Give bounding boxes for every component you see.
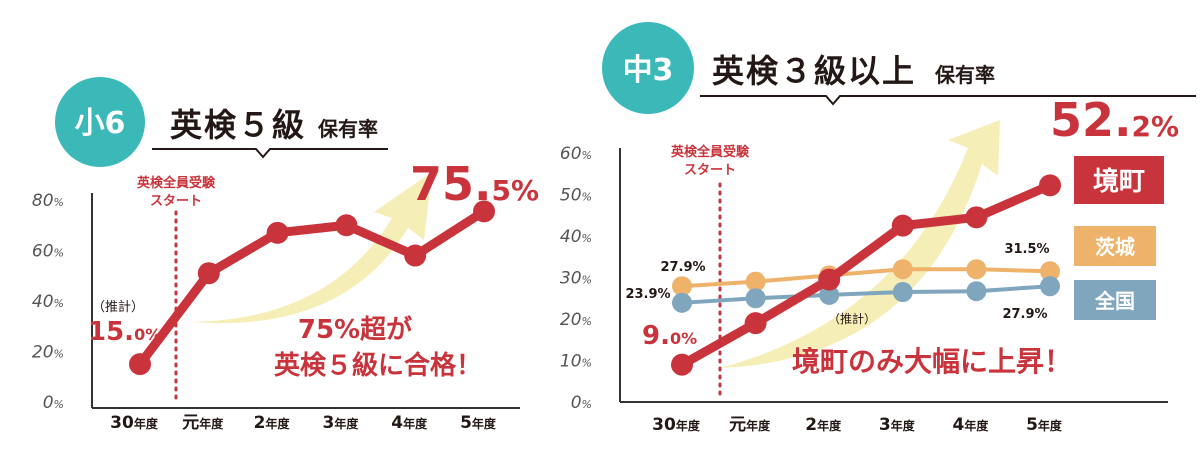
茨城-data-point: [745, 271, 766, 292]
right-xtick-label: 4年度: [952, 415, 989, 435]
ibaraki-first-label: 27.9%: [660, 260, 705, 275]
right-badge-text: 中3: [623, 53, 674, 88]
茨城-data-point: [966, 259, 987, 280]
left-ytick-label: 80%: [32, 191, 64, 211]
right-estimate-note: （推計）: [828, 311, 876, 326]
left-xtick-label: 4年度: [391, 413, 428, 433]
茨城-data-point: [672, 276, 692, 297]
right-ytick-label: 20%: [560, 310, 592, 330]
全国-data-point: [819, 284, 840, 305]
ibaraki-last-label: 31.5%: [1004, 242, 1049, 257]
right-ytick-label: 50%: [560, 186, 592, 206]
right-header-underline: [700, 95, 1196, 106]
legend-national-label: 全国: [1094, 289, 1135, 313]
right-title: 英検３級以上: [712, 52, 916, 90]
全国-data-point: [1040, 276, 1060, 297]
legend-sakai-box: [1074, 156, 1164, 204]
left-title: 英検５級: [170, 106, 306, 144]
right-title-suffix: 保有率: [934, 63, 995, 87]
right-ytick-label: 10%: [560, 352, 592, 372]
全国-data-point: [966, 281, 987, 302]
left-chart: 小6 英検５級 保有率 0% 20% 40% 60% 80% 30年度 元年度 2年度 3年度…: [32, 77, 539, 433]
境町-data-point: [891, 214, 914, 237]
left-marker-label-2: スタート: [150, 194, 202, 209]
left-data-point: [266, 221, 289, 244]
left-data-point: [404, 244, 427, 267]
境町-data-point: [671, 353, 693, 376]
left-xtick-label: 5年度: [460, 413, 497, 433]
left-data-point: [335, 214, 358, 237]
right-ytick-label: 30%: [560, 269, 592, 289]
national-last-label: 27.9%: [1002, 307, 1047, 322]
right-xtick-label: 30年度: [652, 415, 701, 435]
legend-ibaraki-box: [1074, 226, 1156, 266]
left-header-underline: [152, 148, 388, 159]
left-marker-label-1: 英検全員受験: [136, 175, 216, 191]
全国-data-point: [745, 288, 766, 309]
ibaraki-series-line: [681, 267, 1051, 289]
sakai-series-line: [677, 180, 1055, 370]
left-message-line-1: 75%超が: [298, 314, 412, 345]
left-xtick-label: 3年度: [322, 413, 359, 433]
right-growth-arrow: [720, 120, 1000, 368]
right-marker-label-2: スタート: [684, 163, 736, 178]
茨城-data-point: [1040, 261, 1060, 282]
left-data-point: [473, 200, 495, 223]
sakai-last-value: 52.2%: [1050, 93, 1179, 147]
left-ytick-label: 0%: [43, 393, 64, 413]
境町-data-point: [1039, 174, 1061, 197]
茨城-data-point: [892, 259, 913, 280]
left-title-suffix: 保有率: [317, 117, 378, 141]
境町-data-point: [744, 312, 767, 335]
national-series-line: [681, 284, 1051, 305]
right-badge-circle: [602, 22, 694, 114]
left-data-point: [197, 262, 220, 285]
left-first-note: （推計）: [92, 299, 144, 315]
right-ytick-label: 60%: [560, 144, 592, 164]
left-ytick-label: 20%: [32, 343, 64, 363]
right-ytick-label: 40%: [560, 227, 592, 247]
right-xtick-label: 5年度: [1026, 415, 1063, 435]
left-series-line: [135, 206, 489, 369]
left-xtick-label: 30年度: [110, 413, 159, 433]
left-xtick-label: 元年度: [182, 413, 224, 433]
right-message: 境町のみ大幅に上昇！: [792, 345, 1072, 378]
left-first-value: 15.0%: [88, 317, 161, 347]
right-ytick-label: 0%: [571, 393, 592, 413]
left-growth-arrow: [190, 172, 432, 324]
left-badge-text: 小6: [75, 106, 126, 141]
legend-sakai-label: 境町: [1093, 166, 1145, 197]
全国-data-point: [892, 282, 913, 303]
left-data-point: [129, 353, 151, 376]
right-xtick-label: 3年度: [879, 415, 916, 435]
left-last-value: 75.5%: [410, 157, 539, 211]
left-ytick-label: 60%: [32, 242, 64, 262]
left-ytick-label: 40%: [32, 292, 64, 312]
left-message-line-2: 英検５級に合格！: [274, 350, 482, 381]
sakai-first-value: 9.0%: [642, 321, 697, 351]
left-badge-circle: [55, 77, 145, 167]
legend-ibaraki-label: 茨城: [1095, 235, 1135, 259]
境町-data-point: [965, 206, 988, 229]
right-xtick-label: 2年度: [805, 415, 842, 435]
right-marker-label-1: 英検全員受験: [670, 144, 750, 160]
境町-data-point: [818, 268, 841, 291]
right-chart: 中3 英検３級以上 保有率 0% 10% 20% 30% 40% 50% 60% 30年度 元…: [560, 22, 1196, 435]
legend-national-box: [1074, 280, 1156, 320]
全国-data-point: [672, 292, 692, 313]
left-xtick-label: 2年度: [254, 413, 291, 433]
right-xtick-label: 元年度: [729, 415, 771, 435]
national-first-label: 23.9%: [625, 287, 670, 302]
